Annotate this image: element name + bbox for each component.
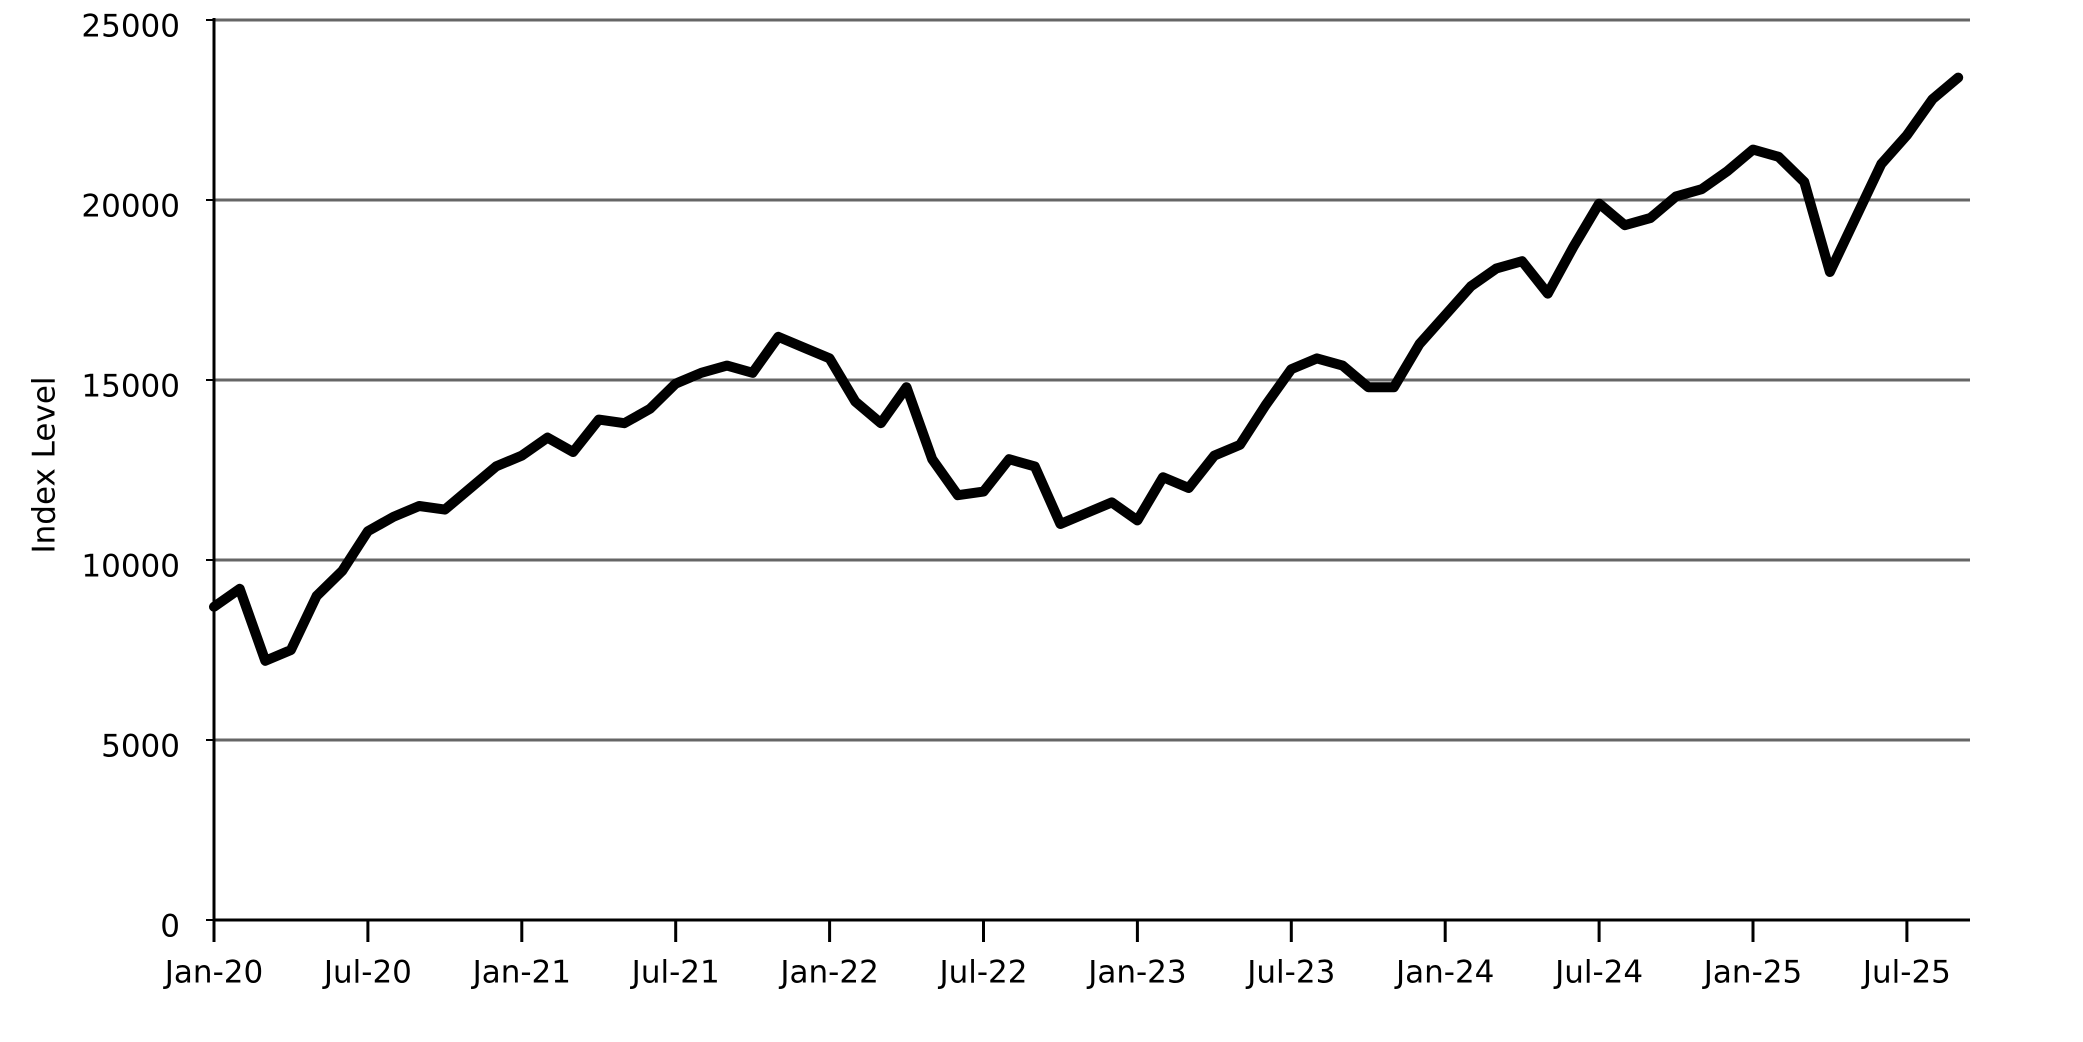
x-tick-label: Jan-22 <box>778 955 878 991</box>
y-axis-label: Index Level <box>27 376 63 553</box>
x-tick-label: Jan-25 <box>1702 955 1802 991</box>
x-tick-label: Jul-22 <box>937 955 1027 991</box>
x-tick-label: Jul-20 <box>322 955 412 991</box>
line <box>209 72 1964 666</box>
x-tick-label: Jul-25 <box>1861 955 1951 991</box>
x-tick-label: Jul-21 <box>630 955 720 991</box>
y-tick-label: 20000 <box>81 189 180 225</box>
x-tick-label: Jul-23 <box>1245 955 1335 991</box>
x-tick-label: Jul-24 <box>1553 955 1643 991</box>
y-tick-label: 25000 <box>81 9 180 45</box>
y-tick-label: 5000 <box>101 729 180 765</box>
x-tick-label: Jan-24 <box>1394 955 1494 991</box>
x-tick-label: Jan-20 <box>163 955 263 991</box>
y-tick-label: 10000 <box>81 549 180 585</box>
x-tick-label: Jan-23 <box>1086 955 1186 991</box>
y-tick-label: 15000 <box>81 369 180 405</box>
x-tick-label: Jan-21 <box>471 955 571 991</box>
y-tick-label: 0 <box>160 909 180 945</box>
